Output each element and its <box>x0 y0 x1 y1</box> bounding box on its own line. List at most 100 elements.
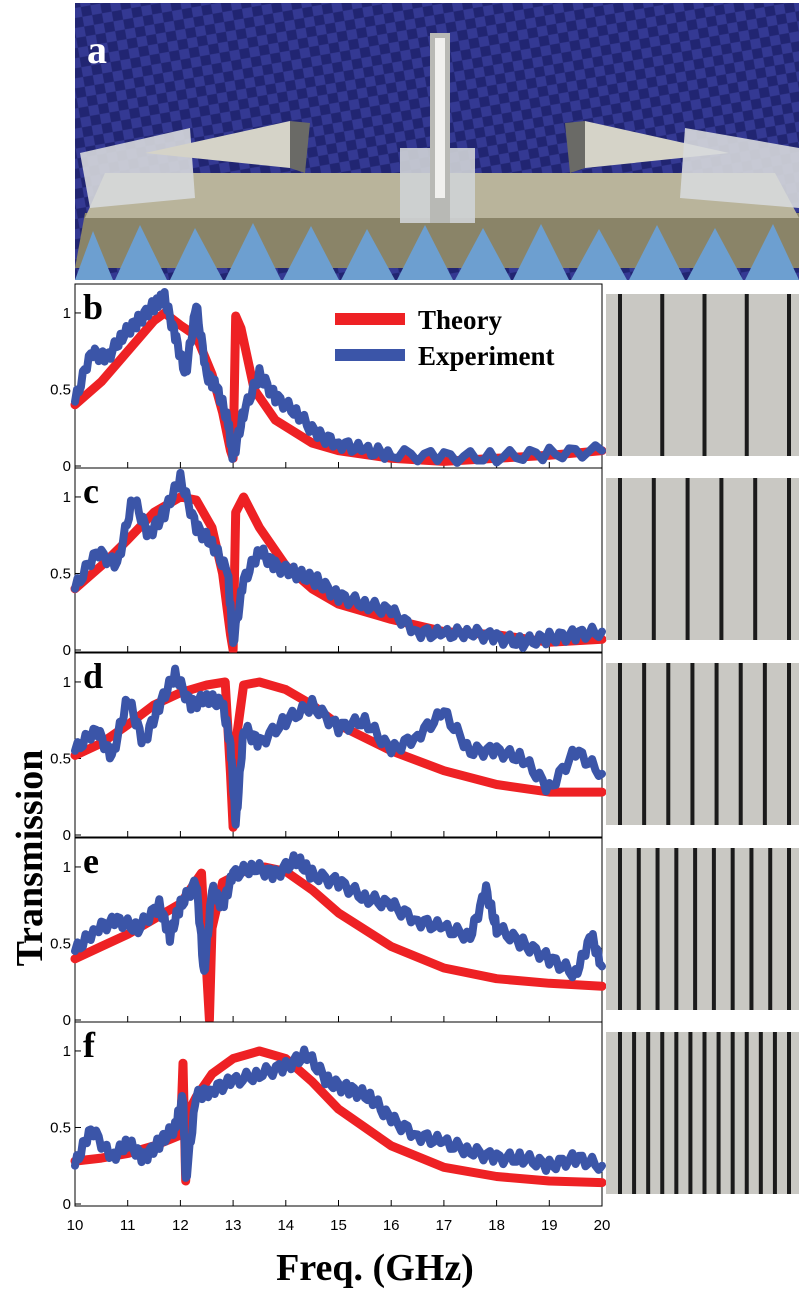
x-tick-label: 14 <box>277 1217 294 1234</box>
strip-image-d <box>606 663 799 825</box>
y-tick-label: 1 <box>63 674 71 691</box>
y-tick-label: 0.5 <box>50 1119 71 1136</box>
strip-line <box>714 663 719 825</box>
strip-line <box>762 663 767 825</box>
panel-e: 0 0.5 1 e <box>50 837 607 1029</box>
strip-image-e <box>606 848 799 1010</box>
right-holder <box>680 128 799 208</box>
strip-line <box>688 1032 693 1194</box>
strip-line <box>716 1032 721 1194</box>
x-tick-label: 20 <box>594 1217 611 1234</box>
image-strips <box>606 294 799 1194</box>
legend: Theory Experiment <box>335 305 554 371</box>
y-tick-label: 0 <box>63 1196 71 1213</box>
strip-line <box>744 294 749 456</box>
x-axis-ticks: 10 11 12 13 14 15 16 17 18 19 20 <box>67 1217 611 1234</box>
strip-line <box>693 848 698 1010</box>
strip-line <box>632 1032 637 1194</box>
y-tick-label: 1 <box>63 489 71 506</box>
y-tick-label: 1 <box>63 859 71 876</box>
y-tick-label: 0.5 <box>50 750 71 767</box>
panel-b: 0 0.5 1 b <box>50 283 607 475</box>
x-tick-label: 10 <box>67 1217 84 1234</box>
strip-line <box>660 294 665 456</box>
strip-line <box>772 1032 777 1194</box>
panel-f: 0 0.5 1 f <box>50 1021 607 1213</box>
photo-anechoic-chamber: a <box>75 3 799 280</box>
strip-line <box>730 848 735 1010</box>
strip-line <box>702 294 707 456</box>
strip-line <box>685 478 690 640</box>
y-tick-label: 1 <box>63 1043 71 1060</box>
floor-absorbers <box>75 223 799 280</box>
y-tick-label: 0 <box>63 458 71 475</box>
strip-line <box>651 478 656 640</box>
strip-line <box>618 663 622 825</box>
strip-line <box>660 1032 665 1194</box>
panel-c: 0 0.5 1 c <box>50 467 607 659</box>
strip-line <box>711 848 716 1010</box>
strip-line <box>749 848 754 1010</box>
strip-line <box>753 478 758 640</box>
experiment-line-f <box>71 1045 606 1182</box>
strip-image-b <box>606 294 799 456</box>
x-tick-label: 13 <box>225 1217 242 1234</box>
x-tick-label: 18 <box>488 1217 505 1234</box>
strip-line <box>758 1032 763 1194</box>
strip-line <box>768 848 773 1010</box>
x-axis-label: Freq. (GHz) <box>276 1247 474 1289</box>
strip-line <box>690 663 695 825</box>
panel-label-a: a <box>87 27 107 72</box>
strip-line <box>787 848 791 1010</box>
y-tick-label: 0 <box>63 1012 71 1029</box>
left-horn <box>145 121 290 168</box>
y-tick-label: 0 <box>63 642 71 659</box>
x-tick-label: 12 <box>172 1217 189 1234</box>
x-tick-label: 19 <box>541 1217 558 1234</box>
strip-line <box>787 294 791 456</box>
panel-label-f: f <box>83 1025 96 1065</box>
panel-d: 0 0.5 1 d <box>50 652 607 844</box>
panel-label-c: c <box>83 471 99 511</box>
plot-frame-e <box>74 837 603 1023</box>
y-tick-label: 0.5 <box>50 381 71 398</box>
strip-image-c <box>606 478 799 640</box>
strip-line <box>674 848 679 1010</box>
strip-line <box>730 1032 735 1194</box>
y-tick-label: 0 <box>63 827 71 844</box>
strip-line <box>674 1032 679 1194</box>
left-holder <box>80 128 195 208</box>
experiment-line-c <box>71 468 606 652</box>
strip-line <box>719 478 724 640</box>
x-tick-label: 11 <box>120 1217 136 1234</box>
legend-experiment-label: Experiment <box>418 341 554 371</box>
y-tick-label: 0.5 <box>50 935 71 952</box>
y-tick-label: 1 <box>63 305 71 322</box>
strip-line <box>666 663 671 825</box>
plot-panels: 00.51 b00.51 c00.51 d00.51 e00.51 f <box>50 283 607 1213</box>
x-tick-label: 16 <box>383 1217 400 1234</box>
strip-line <box>618 294 622 456</box>
strip-line <box>618 478 622 640</box>
strip-line <box>738 663 743 825</box>
panel-label-d: d <box>83 656 103 696</box>
strip-line <box>787 1032 791 1194</box>
strip-background <box>606 663 799 825</box>
strip-line <box>618 848 622 1010</box>
y-tick-label: 0.5 <box>50 565 71 582</box>
strip-line <box>787 478 791 640</box>
legend-theory-label: Theory <box>418 305 502 335</box>
experiment-line-b <box>71 288 606 467</box>
y-axis-label: Transmission <box>9 750 51 967</box>
experiment-line-d <box>71 664 606 829</box>
panel-label-b: b <box>83 287 103 327</box>
panel-label-e: e <box>83 841 99 881</box>
plot-frame-c <box>74 467 603 653</box>
strip-background <box>606 478 799 640</box>
strip-image-f <box>606 1032 799 1194</box>
photo-drawing: a <box>75 3 799 280</box>
x-tick-label: 15 <box>330 1217 347 1234</box>
x-tick-label: 17 <box>436 1217 453 1234</box>
strip-line <box>618 1032 622 1194</box>
